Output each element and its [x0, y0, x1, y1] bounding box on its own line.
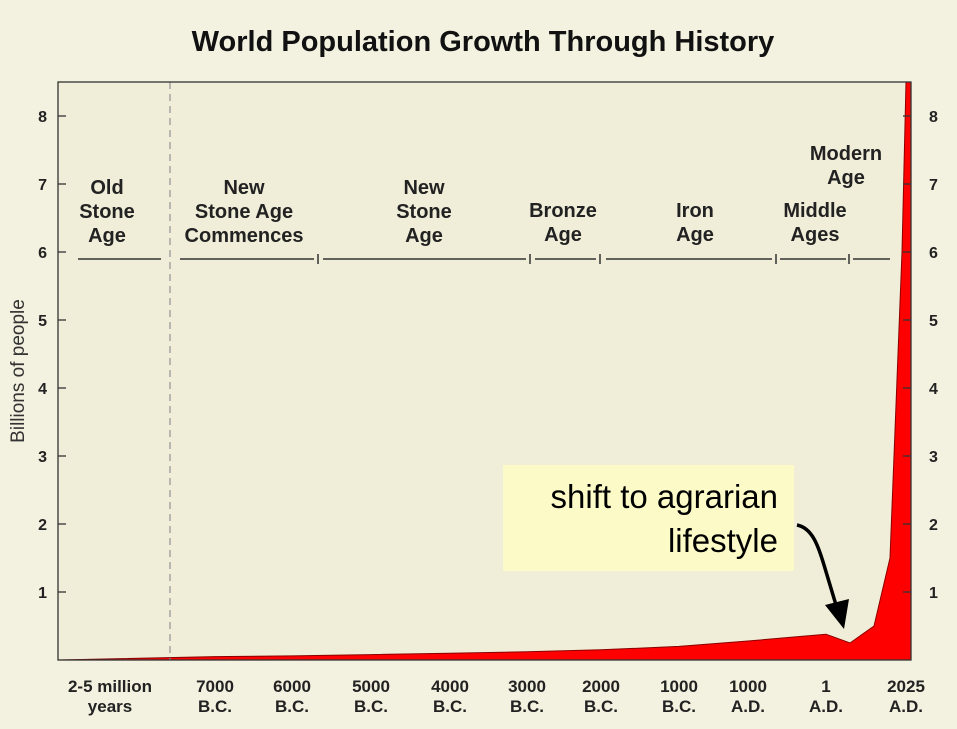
y-tick-label-left: 7	[38, 177, 47, 194]
age-label: Stone	[396, 201, 452, 223]
x-tick-label: years	[88, 697, 132, 716]
y-tick-label-left: 4	[38, 381, 47, 398]
y-axis-label: Billions of people	[8, 299, 29, 443]
x-tick-label: 3000	[508, 677, 546, 696]
age-label: Stone	[79, 201, 135, 223]
y-tick-label-right: 5	[929, 313, 938, 330]
y-tick-label-right: 8	[929, 109, 938, 126]
y-axis-right: 1 2 3 4 5 6 7 8	[903, 109, 938, 602]
x-tick-label: 4000	[431, 677, 469, 696]
y-tick-label-right: 6	[929, 245, 938, 262]
y-tick-label-right: 4	[929, 381, 938, 398]
age-label: Bronze	[529, 200, 597, 222]
y-tick-label-left: 2	[38, 517, 47, 534]
x-tick-label: 2-5 million	[68, 677, 152, 696]
age-label: Age	[827, 167, 865, 189]
x-tick-label: 7000	[196, 677, 234, 696]
y-tick-label-left: 5	[38, 313, 47, 330]
x-tick-label: B.C.	[433, 697, 467, 716]
annotation: shift to agrarian lifestyle	[503, 465, 849, 629]
age-label: Iron	[676, 200, 714, 222]
y-tick-label-left: 3	[38, 449, 47, 466]
age-label: Old	[90, 177, 123, 199]
x-tick-label: A.D.	[889, 697, 923, 716]
y-tick-label-left: 1	[38, 585, 47, 602]
x-axis-tick-labels: 2-5 millionyears7000B.C.6000B.C.5000B.C.…	[68, 677, 925, 716]
age-label: Ages	[791, 224, 840, 246]
age-label: Modern	[810, 143, 882, 165]
x-tick-label: A.D.	[809, 697, 843, 716]
x-tick-label: 2025	[887, 677, 925, 696]
x-tick-label: A.D.	[731, 697, 765, 716]
age-label: Age	[88, 225, 126, 247]
annotation-arrow	[796, 523, 838, 606]
y-tick-label-right: 7	[929, 177, 938, 194]
age-label: Age	[544, 224, 582, 246]
age-label: Age	[405, 225, 443, 247]
x-tick-label: B.C.	[510, 697, 544, 716]
y-tick-label-right: 1	[929, 585, 938, 602]
y-tick-label-right: 2	[929, 517, 938, 534]
x-tick-label: B.C.	[275, 697, 309, 716]
x-tick-label: B.C.	[198, 697, 232, 716]
chart-title: World Population Growth Through History	[192, 26, 775, 58]
age-label: Age	[676, 224, 714, 246]
x-tick-label: B.C.	[354, 697, 388, 716]
annotation-line-2: lifestyle	[668, 522, 778, 559]
age-label: Commences	[185, 225, 304, 247]
age-label: Middle	[783, 200, 846, 222]
plot-area	[58, 82, 911, 660]
y-tick-label-left: 6	[38, 245, 47, 262]
x-tick-label: 1	[821, 677, 830, 696]
annotation-arrowhead	[825, 599, 849, 629]
age-label: New	[223, 177, 265, 199]
x-tick-label: 1000	[729, 677, 767, 696]
annotation-line-1: shift to agrarian	[551, 478, 778, 515]
x-tick-label: B.C.	[662, 697, 696, 716]
plot-frame	[57, 81, 912, 661]
x-tick-label: 6000	[273, 677, 311, 696]
age-label: Stone Age	[195, 201, 293, 223]
x-tick-label: 2000	[582, 677, 620, 696]
age-label: New	[403, 177, 445, 199]
y-axis-left: 1 2 3 4 5 6 7 8	[38, 109, 66, 602]
x-tick-label: B.C.	[584, 697, 618, 716]
annotation-box	[503, 465, 794, 571]
y-tick-label-left: 8	[38, 109, 47, 126]
y-tick-label-right: 3	[929, 449, 938, 466]
x-tick-label: 5000	[352, 677, 390, 696]
x-tick-label: 1000	[660, 677, 698, 696]
